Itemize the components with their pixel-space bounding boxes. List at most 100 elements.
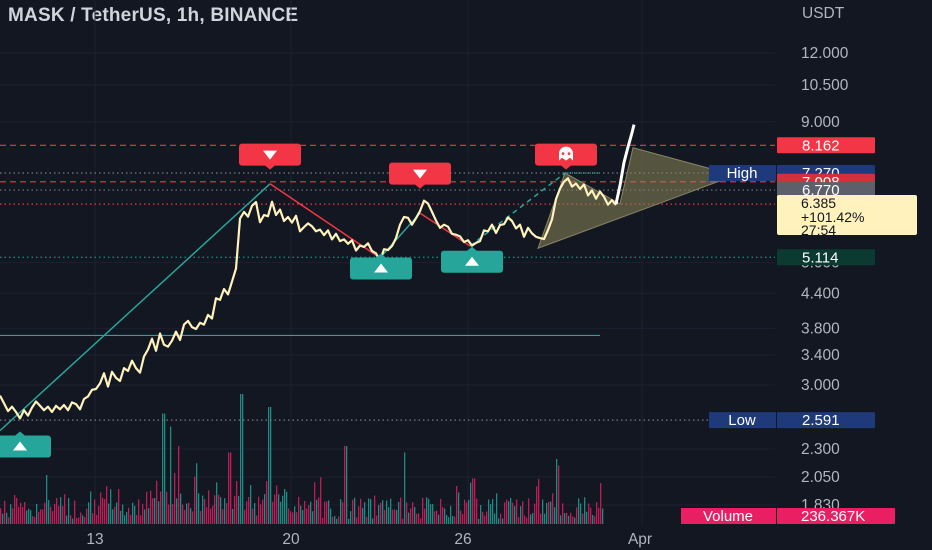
volume-bar: [544, 513, 546, 524]
marker-pointer: [414, 183, 426, 189]
volume-bar: [382, 500, 384, 524]
volume-bar: [292, 512, 294, 524]
volume-bar: [0, 508, 2, 524]
volume-bar: [210, 508, 212, 524]
volume-bar: [262, 499, 264, 524]
volume-bar: [334, 516, 336, 524]
volume-bar: [66, 515, 68, 524]
volume-bar: [484, 515, 486, 524]
trendline: [469, 172, 566, 247]
volume-bar: [188, 502, 190, 524]
volume-bar: [352, 499, 354, 524]
volume-bar: [524, 515, 526, 524]
volume-bar: [236, 480, 238, 524]
volume-bar: [290, 511, 292, 524]
volume-bar: [4, 500, 6, 524]
volume-bar: [558, 465, 560, 524]
volume-bar: [400, 497, 402, 524]
volume-bar: [266, 480, 268, 524]
volume-bar: [178, 446, 180, 524]
volume-bar: [46, 475, 48, 524]
time-axis[interactable]: 13 20 26 Apr: [86, 531, 652, 548]
volume-bar: [580, 503, 582, 524]
volume-bar: [350, 511, 352, 524]
volume-bar: [486, 511, 488, 524]
volume-bar: [322, 517, 324, 524]
volume-bar: [468, 499, 470, 524]
volume-bar: [132, 502, 134, 524]
volume-bar: [348, 518, 350, 524]
volume-bar: [30, 510, 32, 524]
volume-bar: [548, 501, 550, 524]
volume-bar: [552, 493, 554, 524]
volume-bar: [560, 515, 562, 524]
volume-bar: [124, 515, 126, 524]
volume-bar: [320, 477, 322, 524]
volume-bar: [592, 514, 594, 524]
volume-bar: [378, 504, 380, 524]
up-arrow-icon: [374, 263, 388, 273]
volume-bar: [466, 502, 468, 524]
trendline: [0, 183, 271, 432]
volume-bar: [410, 508, 412, 524]
volume-bar: [528, 498, 530, 524]
volume-bar: [248, 497, 250, 524]
volume-bar: [576, 507, 578, 524]
volume-bar: [296, 512, 298, 524]
volume-bar: [358, 506, 360, 524]
volume-bar: [184, 509, 186, 524]
volume-bar: [194, 476, 196, 524]
volume-bar: [126, 512, 128, 524]
volume-bar: [452, 515, 454, 524]
volume-bar: [514, 506, 516, 524]
volume-bar: [448, 517, 450, 524]
volume-bar: [70, 515, 72, 524]
volume-bar: [458, 492, 460, 524]
volume-bar: [202, 495, 204, 524]
marker-pointer: [466, 246, 478, 252]
volume-bar: [264, 494, 266, 524]
volume-bar: [166, 491, 168, 524]
volume-bar: [396, 509, 398, 524]
volume-bar: [532, 512, 534, 524]
volume-bar: [454, 516, 456, 524]
volume-bar: [118, 489, 120, 524]
marker-badge: [0, 435, 51, 458]
triangle-pattern: [537, 147, 737, 250]
volume-bar: [366, 516, 368, 524]
volume-bar: [250, 485, 252, 524]
volume-bar: [436, 510, 438, 524]
volume-bar: [300, 505, 302, 524]
price-axis[interactable]: USDT12.00010.5009.0005.0004.4003.8003.40…: [801, 5, 849, 514]
price-labels: 8.162High7.2707.0086.7705.114Low2.591Vol…: [681, 137, 895, 525]
volume-bar: [512, 502, 514, 524]
volume-bar: [416, 513, 418, 524]
volume-bar: [318, 497, 320, 524]
volume-bar: [336, 518, 338, 524]
volume-bar: [72, 518, 74, 524]
volume-bar: [374, 495, 376, 524]
volume-bar: [570, 512, 572, 524]
price-label-text: 8.162: [802, 137, 840, 154]
volume-bar: [136, 515, 138, 524]
volume-bar: [44, 502, 46, 524]
volume-bar: [538, 479, 540, 524]
chart-grid: [0, 0, 775, 524]
volume-bar: [276, 485, 278, 524]
volume-bar: [144, 509, 146, 524]
volume-bar: [356, 517, 358, 524]
volume-bar: [230, 452, 232, 524]
volume-bar: [160, 491, 162, 524]
volume-bar: [554, 507, 556, 524]
volume-bar: [370, 498, 372, 524]
volume-bar: [398, 501, 400, 524]
up-arrow-icon: [13, 441, 27, 451]
volume-bar: [138, 499, 140, 524]
volume-bar: [98, 505, 100, 524]
chart-title: MASK / TetherUS, 1h, BINANCE: [8, 5, 299, 26]
volume-bar: [324, 501, 326, 524]
volume-bar: [212, 505, 214, 524]
volume-bar: [22, 506, 24, 524]
y-tick-label: 3.400: [801, 347, 840, 364]
